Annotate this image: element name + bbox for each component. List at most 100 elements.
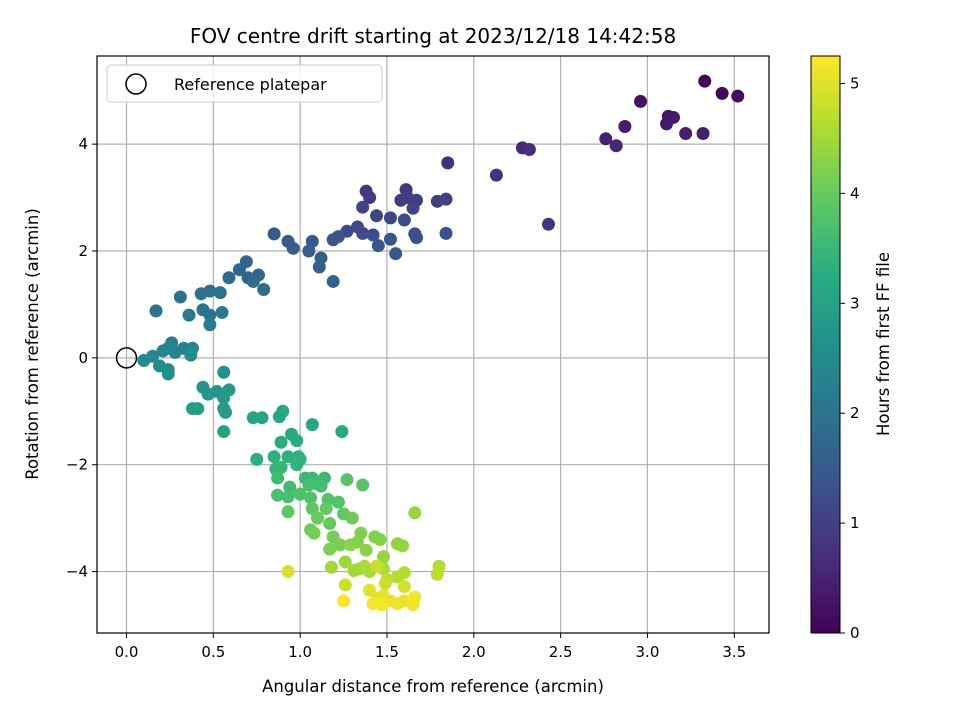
data-point [383,232,397,246]
data-point [326,274,340,288]
data-point [660,117,674,131]
data-point [356,200,370,214]
data-point [246,274,260,288]
data-point [203,284,217,298]
data-point [307,526,321,540]
data-point [347,563,361,577]
data-point [217,425,231,439]
y-tick-label: 0 [78,349,88,367]
data-point [323,542,337,556]
data-point [340,473,354,487]
data-point [356,478,370,492]
data-point [397,580,411,594]
y-tick-label: 2 [78,242,88,260]
data-point [257,282,271,296]
data-point [599,132,613,146]
data-point [338,578,352,592]
data-point [319,502,333,516]
data-point [191,402,205,416]
data-point [375,598,389,612]
data-point [396,539,410,553]
data-point [215,305,229,319]
data-point [267,227,281,241]
data-point [149,304,163,318]
colorbar-tick-label: 0 [850,624,860,642]
data-point [406,201,420,215]
x-tick-label: 0.0 [115,643,139,661]
data-point [331,495,345,509]
data-point [283,480,297,494]
plot-frame [96,55,770,634]
legend-entry-reference-platepar: Reference platepar [174,75,327,94]
data-point [274,435,288,449]
y-tick-label: −2 [66,456,88,474]
data-point [344,538,358,552]
data-point [370,209,384,223]
data-point [389,247,403,261]
data-point [239,255,253,269]
data-point [255,411,269,425]
data-point [203,318,217,332]
data-point [311,511,325,525]
data-point [715,86,729,100]
data-point [281,490,295,504]
data-point [370,559,384,573]
data-points [137,74,745,612]
data-point [397,566,411,580]
data-point [609,139,623,153]
data-point [290,458,304,472]
data-point [489,168,503,182]
data-point [541,217,555,231]
x-tick-label: 3.5 [722,643,746,661]
x-tick-label: 3.0 [636,643,660,661]
data-point [161,341,175,355]
data-point [290,434,304,448]
x-tick-label: 1.5 [375,643,399,661]
data-point [337,594,351,608]
data-point [250,452,264,466]
colorbar-tick-label: 1 [850,514,860,532]
data-point [218,405,232,419]
colorbar-label: Hours from first FF file [874,252,893,436]
data-point [203,308,217,322]
data-point [217,391,231,405]
data-point [333,538,347,552]
data-point [439,226,453,240]
reference-marker-layer [115,347,138,369]
data-point [378,576,392,590]
legend: Reference platepar [106,64,383,103]
x-tick-label: 0.5 [201,643,225,661]
data-point [363,583,377,597]
data-point [305,418,319,432]
data-point [326,233,340,247]
data-point [222,271,236,285]
y-axis-label: Rotation from reference (arcmin) [23,208,42,480]
data-point [281,450,295,464]
x-tick-label: 1.0 [288,643,312,661]
x-tick-label: 2.0 [462,643,486,661]
data-point [377,550,391,564]
data-point [217,365,231,379]
y-axis-ticks: −4 −2 0 2 4 [66,135,97,581]
data-point [137,354,151,368]
grid [97,56,769,633]
data-point [267,450,281,464]
chart-title: FOV centre drift starting at 2023/12/18 … [190,24,676,48]
data-point [366,228,380,242]
data-point [397,213,411,227]
data-point [293,487,307,501]
colorbar: 0 1 2 3 4 5 Hours from first FF file [810,55,893,642]
data-point [383,211,397,225]
data-point [213,286,227,300]
data-point [338,555,352,569]
data-point [281,505,295,519]
data-point [335,425,349,439]
y-tick-label: −4 [66,563,88,581]
data-point [634,94,648,108]
colorbar-gradient [810,55,841,634]
data-point [281,565,295,579]
data-point [363,191,377,205]
data-point [373,533,387,547]
data-point [698,74,712,88]
